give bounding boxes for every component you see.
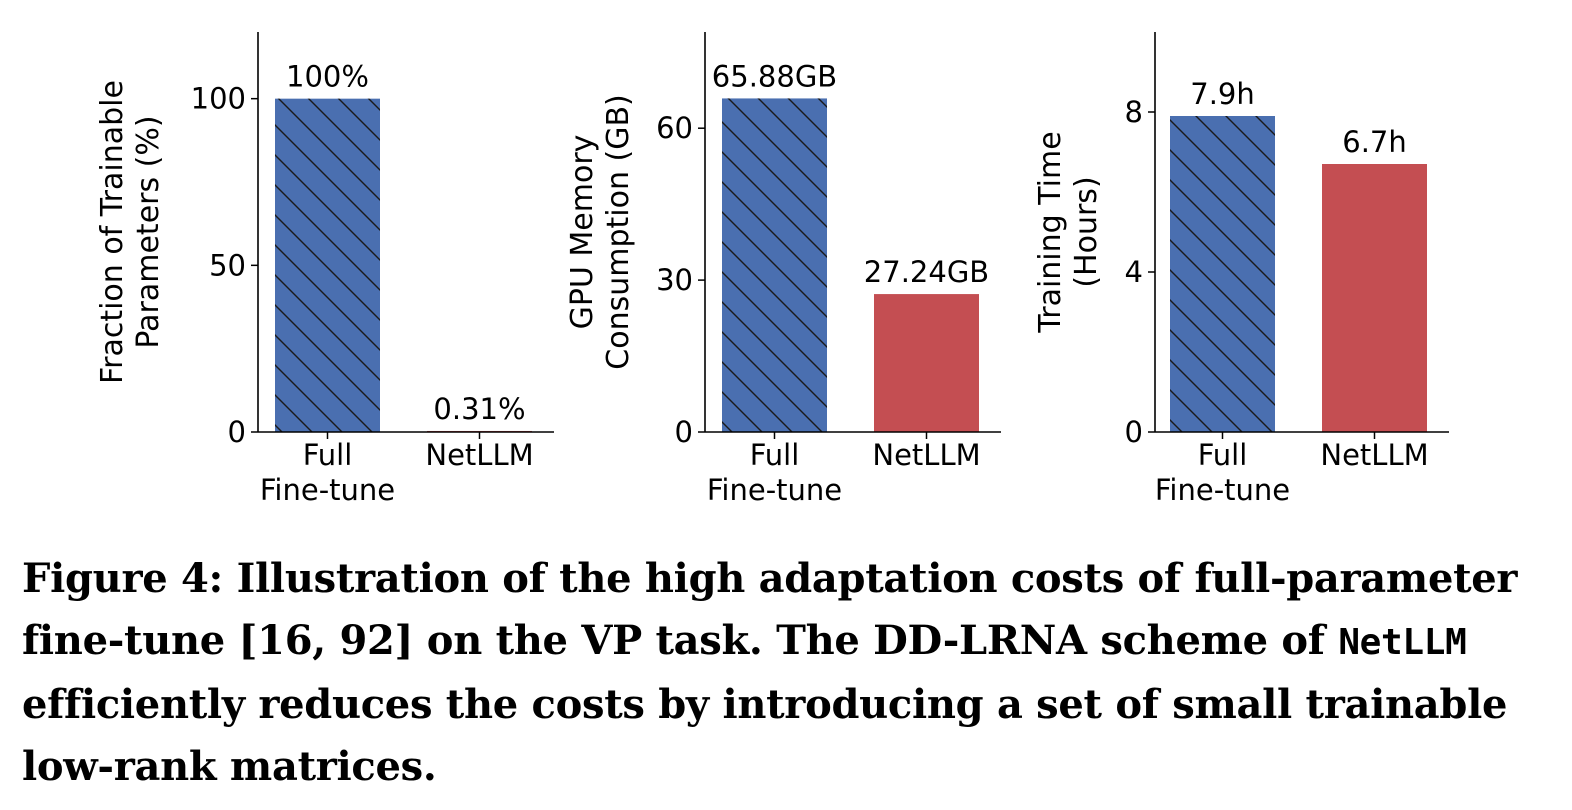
- category-label-0-0-0: Full: [303, 438, 353, 472]
- y-tick-label-0-2: 100: [191, 82, 246, 116]
- y-axis-label-2-0: Training Time: [1033, 131, 1068, 333]
- category-label-2-0-0: Full: [1198, 438, 1248, 472]
- category-label-0-1-0: NetLLM: [425, 438, 533, 472]
- y-axis-label-1-1: Consumption (GB): [601, 94, 636, 369]
- data-label-0-1: 0.31%: [433, 392, 525, 426]
- y-tick-label-0-1: 50: [209, 248, 246, 282]
- category-label-0-0-1: Fine-tune: [260, 473, 395, 507]
- bar-charts-svg: 100%FullFine-tune0.31%NetLLM050100Fracti…: [95, 32, 1449, 507]
- y-axis-label-2-1: (Hours): [1069, 176, 1104, 287]
- category-label-1-0-1: Fine-tune: [707, 473, 842, 507]
- category-label-1-0-0: Full: [750, 438, 800, 472]
- category-label-2-1-0: NetLLM: [1320, 438, 1428, 472]
- caption-text-part1: Figure 4: Illustration of the high adapt…: [22, 555, 1518, 664]
- y-tick-label-1-1: 30: [656, 263, 693, 297]
- data-label-0-0: 100%: [286, 60, 369, 94]
- category-label-1-1-0: NetLLM: [872, 438, 980, 472]
- figure-charts: 100% Full Fine-tune 0.31% NetLLM 0 50 100 Fracti…: [95, 32, 1449, 507]
- data-label-1-1: 27.24GB: [864, 255, 989, 289]
- bar-hatch-1-0: [722, 98, 827, 432]
- y-axis-label-1-0: GPU Memory: [565, 135, 600, 330]
- y-tick-label-1-0: 0: [675, 415, 693, 449]
- caption-system-name: NetLLM: [1338, 622, 1467, 663]
- y-axis-label-0-1: Parameters (%): [131, 115, 166, 348]
- y-tick-label-0-0: 0: [228, 415, 246, 449]
- data-label-1-0: 65.88GB: [712, 59, 837, 93]
- bar-1-1: [874, 294, 979, 432]
- figure-caption: Figure 4: Illustration of the high adapt…: [22, 548, 1552, 798]
- y-tick-label-2-1: 4: [1125, 255, 1143, 289]
- bar-2-1: [1322, 164, 1427, 432]
- y-tick-label-2-0: 0: [1125, 415, 1143, 449]
- y-axis-label-0-0: Fraction of Trainable: [95, 80, 130, 384]
- data-label-2-1: 6.7h: [1342, 125, 1407, 159]
- y-tick-label-2-2: 8: [1125, 95, 1143, 129]
- caption-text-part2: efficiently reduces the costs by introdu…: [22, 681, 1508, 790]
- bar-hatch-2-0: [1170, 116, 1275, 432]
- y-tick-label-1-2: 60: [656, 111, 693, 145]
- category-label-2-0-1: Fine-tune: [1155, 473, 1290, 507]
- bar-hatch-0-0: [275, 98, 380, 433]
- data-label-2-0: 7.9h: [1190, 77, 1255, 111]
